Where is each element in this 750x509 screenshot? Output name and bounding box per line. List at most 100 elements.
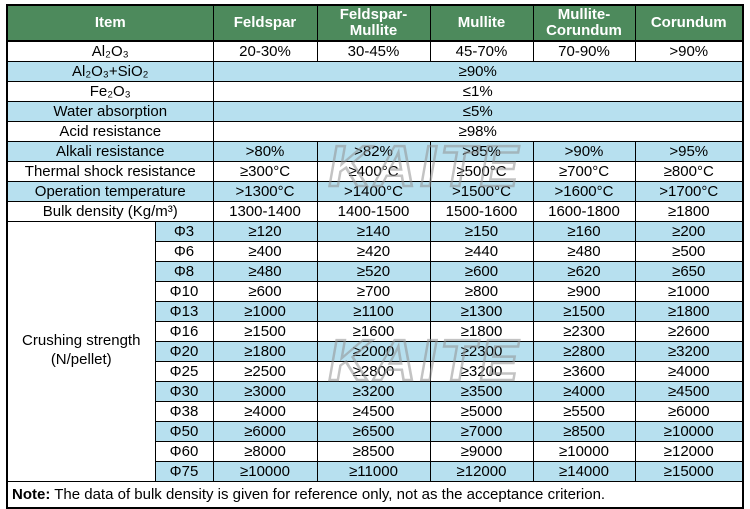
cell: ≥7000 [429, 420, 534, 442]
cell: ≥11000 [316, 460, 431, 482]
table-row-phi10: Φ10 ≥600 ≥700 ≥800 ≥900 ≥1000 [7, 280, 744, 302]
note-cell: Note: The data of bulk density is given … [6, 480, 744, 508]
cell: ≥160 [532, 220, 636, 242]
cell: ≥4500 [316, 400, 431, 422]
cell: 1400-1500 [316, 200, 431, 222]
cell: ≥150 [429, 220, 534, 242]
note-text: The data of bulk density is given for re… [50, 485, 606, 503]
product-spec-table: Item Feldspar Feldspar-Mullite Mullite M… [6, 4, 744, 509]
cell-span: ≤1% [212, 80, 744, 102]
cell: ≥6500 [316, 420, 431, 442]
cell: ≥500°C [429, 160, 534, 182]
cell: ≥400°C [316, 160, 431, 182]
cell: ≥500 [634, 240, 744, 262]
cell: ≥620 [532, 260, 636, 282]
cell: ≥800°C [634, 160, 744, 182]
cell: 1300-1400 [212, 200, 318, 222]
phi-size: Φ25 [154, 360, 214, 382]
cell: ≥2000 [316, 340, 431, 362]
table-row-alkali-resistance: Alkali resistance >80% >82% >85% >90% >9… [6, 140, 744, 162]
column-header-feldspar: Feldspar [212, 4, 318, 42]
cell: ≥2800 [316, 360, 431, 382]
cell: ≥300°C [212, 160, 318, 182]
cell: ≥9000 [429, 440, 534, 462]
cell: ≥5000 [429, 400, 534, 422]
cell: ≥520 [316, 260, 431, 282]
cell: ≥480 [212, 260, 318, 282]
cell: ≥1000 [634, 280, 744, 302]
phi-size: Φ20 [154, 340, 214, 362]
table-row-phi75: Φ75 ≥10000 ≥11000 ≥12000 ≥14000 ≥15000 [7, 460, 744, 482]
table-row-phi6: Φ6 ≥400 ≥420 ≥440 ≥480 ≥500 [7, 240, 744, 262]
table-row-fe2o3: Fe₂O₃ ≤1% [6, 80, 744, 102]
phi-size: Φ16 [154, 320, 214, 342]
phi-size: Φ13 [154, 300, 214, 322]
phi-size: Φ50 [154, 420, 214, 442]
table-row-phi13: Φ13 ≥1000 ≥1100 ≥1300 ≥1500 ≥1800 [7, 300, 744, 322]
cell: ≥650 [634, 260, 744, 282]
phi-size: Φ60 [154, 440, 214, 462]
cell: ≥2800 [532, 340, 636, 362]
cell: ≥3500 [429, 380, 534, 402]
cell: ≥3000 [212, 380, 318, 402]
cell: ≥2600 [634, 320, 744, 342]
cell: ≥1800 [212, 340, 318, 362]
note-label: Note: [12, 485, 51, 503]
cell: ≥4500 [634, 380, 744, 402]
row-label: Acid resistance [6, 120, 214, 142]
phi-size: Φ30 [154, 380, 214, 402]
cell: ≥2300 [429, 340, 534, 362]
cell: ≥140 [316, 220, 431, 242]
cell: >1700°C [634, 180, 744, 202]
cell: ≥4000 [532, 380, 636, 402]
cell: ≥480 [532, 240, 636, 262]
cell: 1600-1800 [532, 200, 636, 222]
table-row-bulk-density: Bulk density (Kg/m³) 1300-1400 1400-1500… [6, 200, 744, 222]
cell: ≥1100 [316, 300, 431, 322]
cell: ≥8000 [212, 440, 318, 462]
cell: 1500-1600 [429, 200, 534, 222]
cell: ≥10000 [212, 460, 318, 482]
cell: ≥3200 [634, 340, 744, 362]
cell: ≥2500 [212, 360, 318, 382]
cell: ≥1300 [429, 300, 534, 322]
cell: ≥440 [429, 240, 534, 262]
cell: ≥600 [429, 260, 534, 282]
spec-table-container: Item Feldspar Feldspar-Mullite Mullite M… [6, 4, 744, 509]
cell: >90% [532, 140, 636, 162]
column-header-mullite-corundum: Mullite-Corundum [532, 4, 636, 42]
cell: ≥3600 [532, 360, 636, 382]
column-header-item: Item [6, 4, 214, 42]
note-row: Note: The data of bulk density is given … [6, 480, 744, 508]
cell: ≥14000 [532, 460, 636, 482]
cell: ≥1000 [212, 300, 318, 322]
row-label: Water absorption [6, 100, 214, 122]
phi-size: Φ75 [154, 460, 214, 482]
cell: ≥420 [316, 240, 431, 262]
table-row-acid-resistance: Acid resistance ≥98% [6, 120, 744, 142]
cell-span: ≤5% [212, 100, 744, 122]
table-row-phi25: Φ25 ≥2500 ≥2800 ≥3200 ≥3600 ≥4000 [7, 360, 744, 382]
cell: ≥2300 [532, 320, 636, 342]
column-header-feldspar-mullite: Feldspar-Mullite [316, 4, 431, 42]
cell: 70-90% [532, 40, 636, 62]
cell: ≥1800 [429, 320, 534, 342]
cell: ≥10000 [634, 420, 744, 442]
column-header-corundum: Corundum [634, 4, 744, 42]
phi-size: Φ6 [154, 240, 214, 262]
cell: ≥600 [212, 280, 318, 302]
cell: ≥800 [429, 280, 534, 302]
cell: ≥120 [212, 220, 318, 242]
cell: ≥6000 [634, 400, 744, 422]
row-label: Al₂O₃+SiO₂ [6, 60, 214, 82]
cell: 45-70% [429, 40, 534, 62]
cell: >1300°C [212, 180, 318, 202]
row-label: Bulk density (Kg/m³) [6, 200, 214, 222]
cell: ≥1500 [212, 320, 318, 342]
cell: ≥4000 [212, 400, 318, 422]
cell: ≥1800 [634, 200, 744, 222]
table-row-phi20: Φ20 ≥1800 ≥2000 ≥2300 ≥2800 ≥3200 [7, 340, 744, 362]
cell: >1500°C [429, 180, 534, 202]
cell-span: ≥90% [212, 60, 744, 82]
row-label: Operation temperature [6, 180, 214, 202]
